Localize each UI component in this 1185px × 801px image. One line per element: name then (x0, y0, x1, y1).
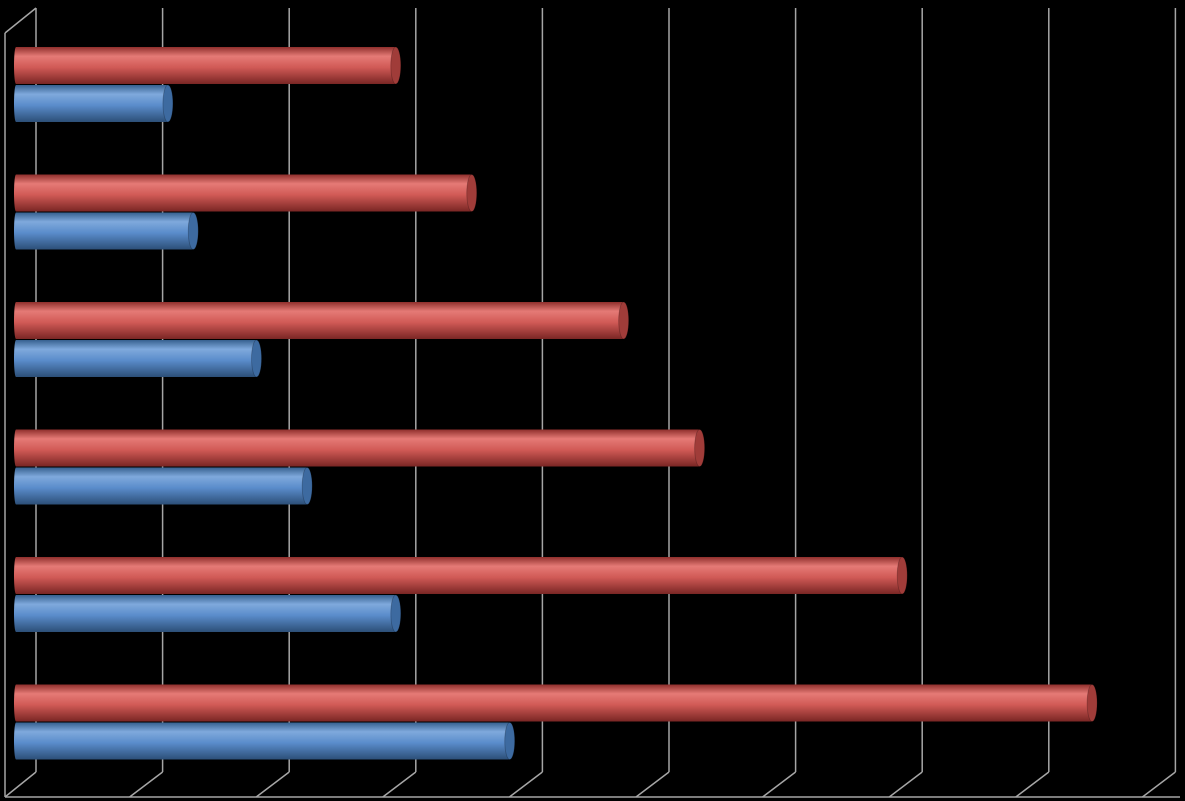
floor-gridline-6 (762, 771, 797, 798)
bar-series2-cat5 (14, 594, 402, 633)
bar-series1-cat4 (14, 429, 706, 467)
side-wall-top-edge (4, 7, 37, 34)
bars (14, 46, 1098, 760)
bar-series2-cat2 (14, 212, 199, 250)
floor-gridline-3 (382, 771, 417, 798)
bar-series2-cat1 (14, 84, 174, 123)
bar-series2-cat6 (14, 722, 516, 760)
floor-gridline-9 (1141, 771, 1176, 798)
bar-series1-cat1 (14, 46, 402, 85)
floor-gridline-8 (1015, 771, 1050, 798)
floor-gridline-2 (255, 771, 290, 798)
bar-series1-cat5 (14, 556, 908, 595)
bar-series1-cat6 (14, 684, 1098, 722)
floor-gridline-5 (635, 771, 670, 798)
floor-gridline-1 (129, 771, 164, 798)
grid (4, 7, 1180, 798)
floor-gridline-7 (888, 771, 923, 798)
bar-series1-cat3 (14, 301, 630, 340)
floor-gridline-0 (4, 771, 37, 798)
bar-series2-cat3 (14, 339, 262, 378)
bar-series1-cat2 (14, 174, 478, 212)
floor-gridline-4 (508, 771, 543, 798)
bar-series2-cat4 (14, 467, 313, 505)
